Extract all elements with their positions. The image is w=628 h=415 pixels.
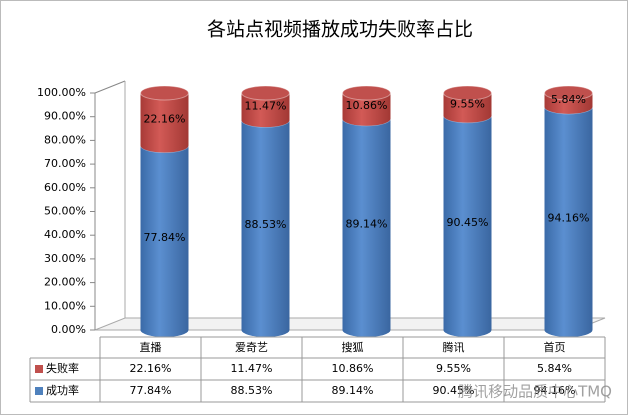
chart-title: 各站点视频播放成功失败率占比 bbox=[207, 19, 473, 41]
y-tick-label: 20.00% bbox=[44, 276, 86, 289]
legend-label: 成功率 bbox=[46, 383, 79, 397]
y-tick-label: 90.00% bbox=[44, 110, 86, 123]
value-label: 88.53% bbox=[245, 218, 287, 231]
table-value: 10.86% bbox=[332, 362, 374, 375]
cylinder-top bbox=[544, 85, 593, 101]
legend-label: 失败率 bbox=[46, 361, 79, 375]
watermark: 腾讯移动品质中心TMQ bbox=[458, 383, 612, 401]
value-label: 11.47% bbox=[245, 100, 287, 113]
y-tick-label: 100.00% bbox=[37, 86, 86, 99]
value-label: 9.55% bbox=[450, 97, 485, 110]
value-label: 90.45% bbox=[447, 216, 489, 229]
category-label: 搜狐 bbox=[342, 340, 364, 354]
value-label: 22.16% bbox=[144, 112, 186, 125]
bar-segment bbox=[140, 145, 189, 330]
bar-segment bbox=[443, 115, 492, 330]
value-label: 5.84% bbox=[551, 93, 586, 106]
y-tick-label: 70.00% bbox=[44, 157, 86, 170]
category-label: 首页 bbox=[544, 340, 566, 354]
y-tick-label: 0.00% bbox=[51, 323, 86, 336]
table-value: 89.14% bbox=[332, 384, 374, 397]
value-label: 77.84% bbox=[144, 231, 186, 244]
table-value: 90.45% bbox=[433, 384, 475, 397]
y-tick-label: 50.00% bbox=[44, 205, 86, 218]
axis-depth bbox=[94, 80, 126, 94]
y-tick-label: 40.00% bbox=[44, 228, 86, 241]
table-value: 22.16% bbox=[130, 362, 172, 375]
value-label: 10.86% bbox=[346, 99, 388, 112]
bar-segment bbox=[342, 118, 391, 331]
cylinder-top bbox=[140, 85, 189, 101]
table-value: 5.84% bbox=[537, 362, 572, 375]
cylinder-top bbox=[342, 85, 391, 101]
bar-segment bbox=[241, 120, 290, 330]
cylinder-top bbox=[241, 85, 290, 101]
bar-segment bbox=[544, 106, 593, 331]
table-value: 9.55% bbox=[436, 362, 471, 375]
y-tick-label: 30.00% bbox=[44, 252, 86, 265]
y-tick-label: 80.00% bbox=[44, 133, 86, 146]
category-label: 爱奇艺 bbox=[235, 341, 268, 354]
category-label: 直播 bbox=[140, 340, 162, 354]
y-tick-label: 60.00% bbox=[44, 181, 86, 194]
legend-swatch bbox=[35, 387, 43, 395]
legend-swatch bbox=[35, 365, 43, 373]
table-value: 77.84% bbox=[130, 384, 172, 397]
cylinder-top bbox=[443, 85, 492, 101]
value-label: 89.14% bbox=[346, 217, 388, 230]
category-label: 腾讯 bbox=[443, 340, 465, 354]
table-value: 88.53% bbox=[231, 384, 273, 397]
value-label: 94.16% bbox=[548, 211, 590, 224]
table-value: 94.16% bbox=[534, 384, 576, 397]
bar-segment bbox=[140, 93, 189, 146]
table-value: 11.47% bbox=[231, 362, 273, 375]
y-tick-label: 10.00% bbox=[44, 299, 86, 312]
